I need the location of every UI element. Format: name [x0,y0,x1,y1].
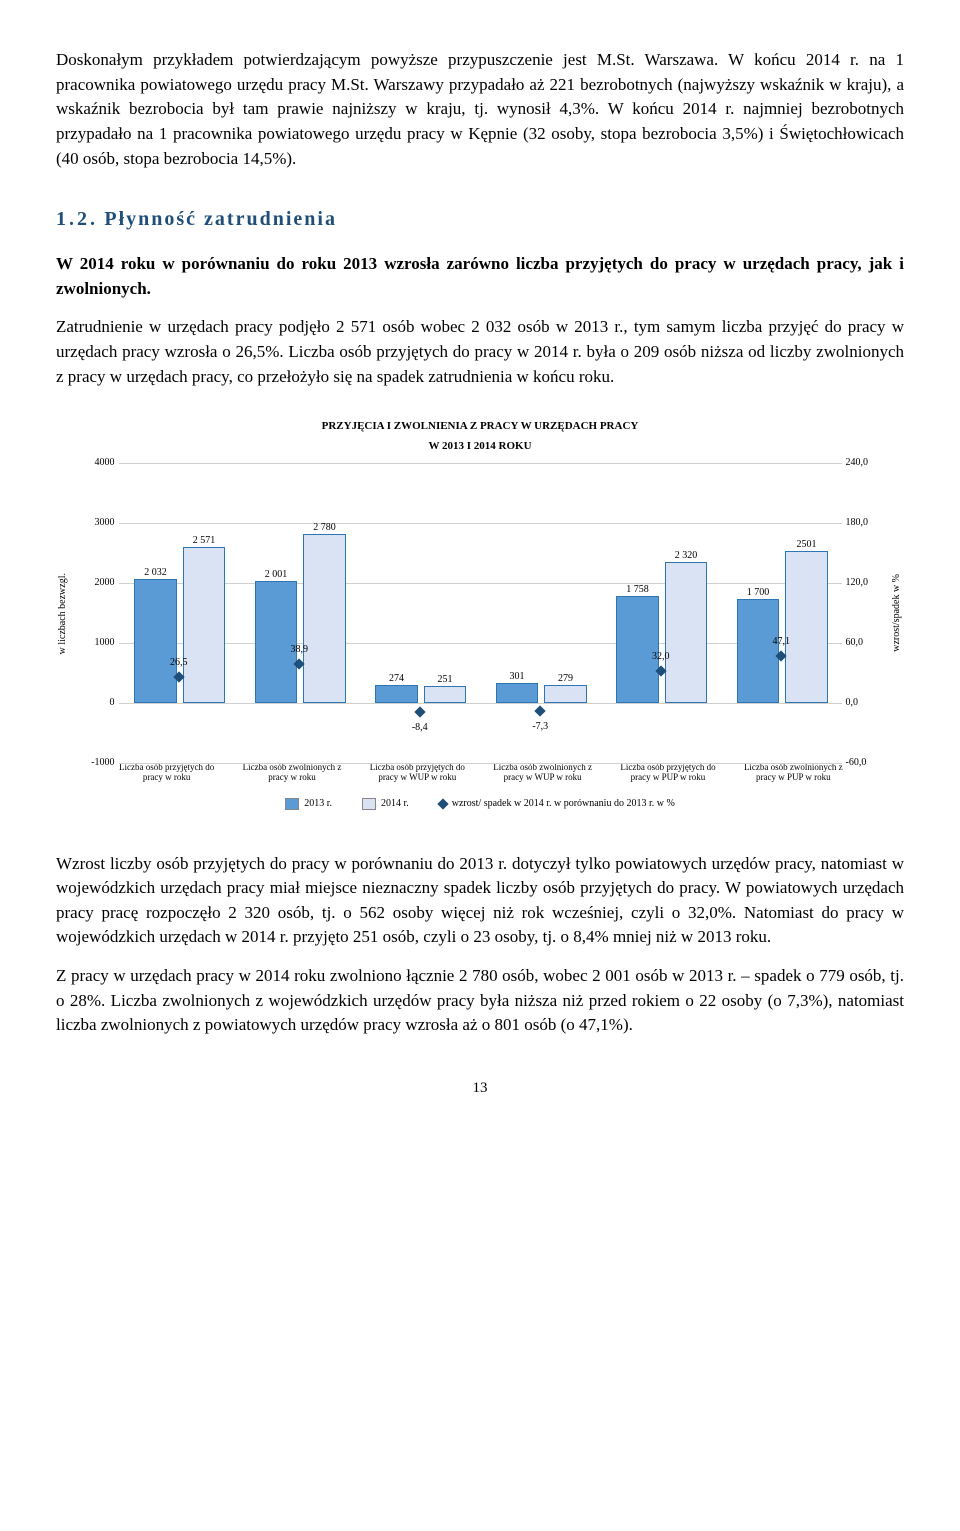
bar-value-label: 2 780 [313,521,336,536]
chart-title-line2: W 2013 I 2014 ROKU [56,439,904,455]
bar-value-label: 279 [558,672,573,687]
pct-marker-label: 26,5 [170,656,188,671]
bar-value-label: 2 001 [265,568,288,583]
bar-2014: 2 571 [183,547,225,703]
y-right-tick: 0,0 [842,696,882,711]
legend-label-pct: wzrost/ spadek w 2014 r. w porównaniu do… [452,797,675,812]
paragraph-1: Doskonałym przykładem potwierdzającym po… [56,48,904,171]
bar-group: 274 251 -8,4 [369,463,470,763]
bar-group: 2 0322 57126,5 [128,463,229,763]
chart-container: PRZYJĘCIA I ZWOLNIENIA Z PRACY W URZĘDAC… [56,419,904,811]
bar-2013: 1 700 [737,599,779,703]
x-axis-label: Liczba osób przyjętych do pracy w PUP w … [615,763,720,783]
legend-swatch-2013 [285,798,299,810]
legend-swatch-2014 [362,798,376,810]
bar-2013: 274 [375,685,417,703]
paragraph-5: Z pracy w urzędach pracy w 2014 roku zwo… [56,964,904,1038]
y-axis-right-label: wzrost/spadek w % [890,574,905,652]
pct-marker-label: -8,4 [412,721,428,736]
pct-marker-icon [535,705,546,716]
bar-value-label: 1 758 [626,583,649,598]
y-left-tick: -1000 [79,756,119,771]
section-heading: 1.2. Płynność zatrudnienia [56,199,904,236]
pct-marker-label: -7,3 [532,720,548,735]
legend-2013: 2013 r. [285,797,332,812]
legend-2014: 2014 r. [362,797,409,812]
pct-marker-label: 32,0 [652,650,670,665]
bar-group: 1 7582 32032,0 [610,463,711,763]
bar-value-label: 251 [438,673,453,688]
legend-label-2014: 2014 r. [381,797,409,812]
legend-pct: wzrost/ spadek w 2014 r. w porównaniu do… [439,797,675,812]
y-left-tick: 0 [79,696,119,711]
section-number: 1.2. [56,208,98,230]
x-axis-label: Liczba osób przyjętych do pracy w WUP w … [365,763,470,783]
section-title: Płynność zatrudnienia [104,208,337,230]
bar-2014: 2501 [785,551,827,703]
bar-2013: 2 001 [255,581,297,703]
page-number: 13 [56,1078,904,1100]
bar-group: 1 700250147,1 [731,463,832,763]
y-right-tick: 240,0 [842,456,882,471]
bar-2014: 279 [544,685,586,704]
bar-2013: 301 [496,683,538,703]
x-axis-label: Liczba osób zwolnionych z pracy w PUP w … [741,763,846,783]
bar-value-label: 2501 [797,538,817,553]
bar-value-label: 2 320 [675,549,698,564]
pct-marker-icon [414,706,425,717]
paragraph-4: Wzrost liczby osób przyjętych do pracy w… [56,852,904,951]
paragraph-2-bold: W 2014 roku w porównaniu do roku 2013 wz… [56,252,904,301]
y-left-tick: 3000 [79,516,119,531]
y-right-tick: -60,0 [842,756,882,771]
y-axis-left-label: w liczbach bezwzgl. [56,573,71,654]
x-axis-label: Liczba osób przyjętych do pracy w roku [114,763,219,783]
legend-diamond-icon [437,799,448,810]
y-right-tick: 120,0 [842,576,882,591]
chart-title-line1: PRZYJĘCIA I ZWOLNIENIA Z PRACY W URZĘDAC… [56,419,904,435]
bar-value-label: 274 [389,672,404,687]
bar-2014: 2 320 [665,562,707,703]
plot-area: -100001000200030004000 -60,00,060,0120,0… [79,463,882,763]
pct-marker-label: 38,9 [291,643,309,658]
paragraph-3: Zatrudnienie w urzędach pracy podjęło 2 … [56,315,904,389]
y-right-tick: 60,0 [842,636,882,651]
y-right-tick: 180,0 [842,516,882,531]
bar-2014: 2 780 [303,534,345,703]
y-left-tick: 1000 [79,636,119,651]
pct-marker-label: 47,1 [773,635,791,650]
bar-group: 301 279 -7,3 [490,463,591,763]
bar-value-label: 2 571 [193,534,216,549]
y-left-tick: 4000 [79,456,119,471]
y-left-tick: 2000 [79,576,119,591]
legend-label-2013: 2013 r. [304,797,332,812]
x-axis-label: Liczba osób zwolnionych z pracy w WUP w … [490,763,595,783]
bar-value-label: 1 700 [747,586,770,601]
bar-2013: 2 032 [134,579,176,703]
bar-value-label: 2 032 [144,566,167,581]
x-axis-label: Liczba osób zwolnionych z pracy w roku [239,763,344,783]
bar-2014: 251 [424,686,466,703]
bar-group: 2 0012 78038,9 [249,463,350,763]
bar-value-label: 301 [509,670,524,685]
chart-legend: 2013 r. 2014 r. wzrost/ spadek w 2014 r.… [56,797,904,812]
